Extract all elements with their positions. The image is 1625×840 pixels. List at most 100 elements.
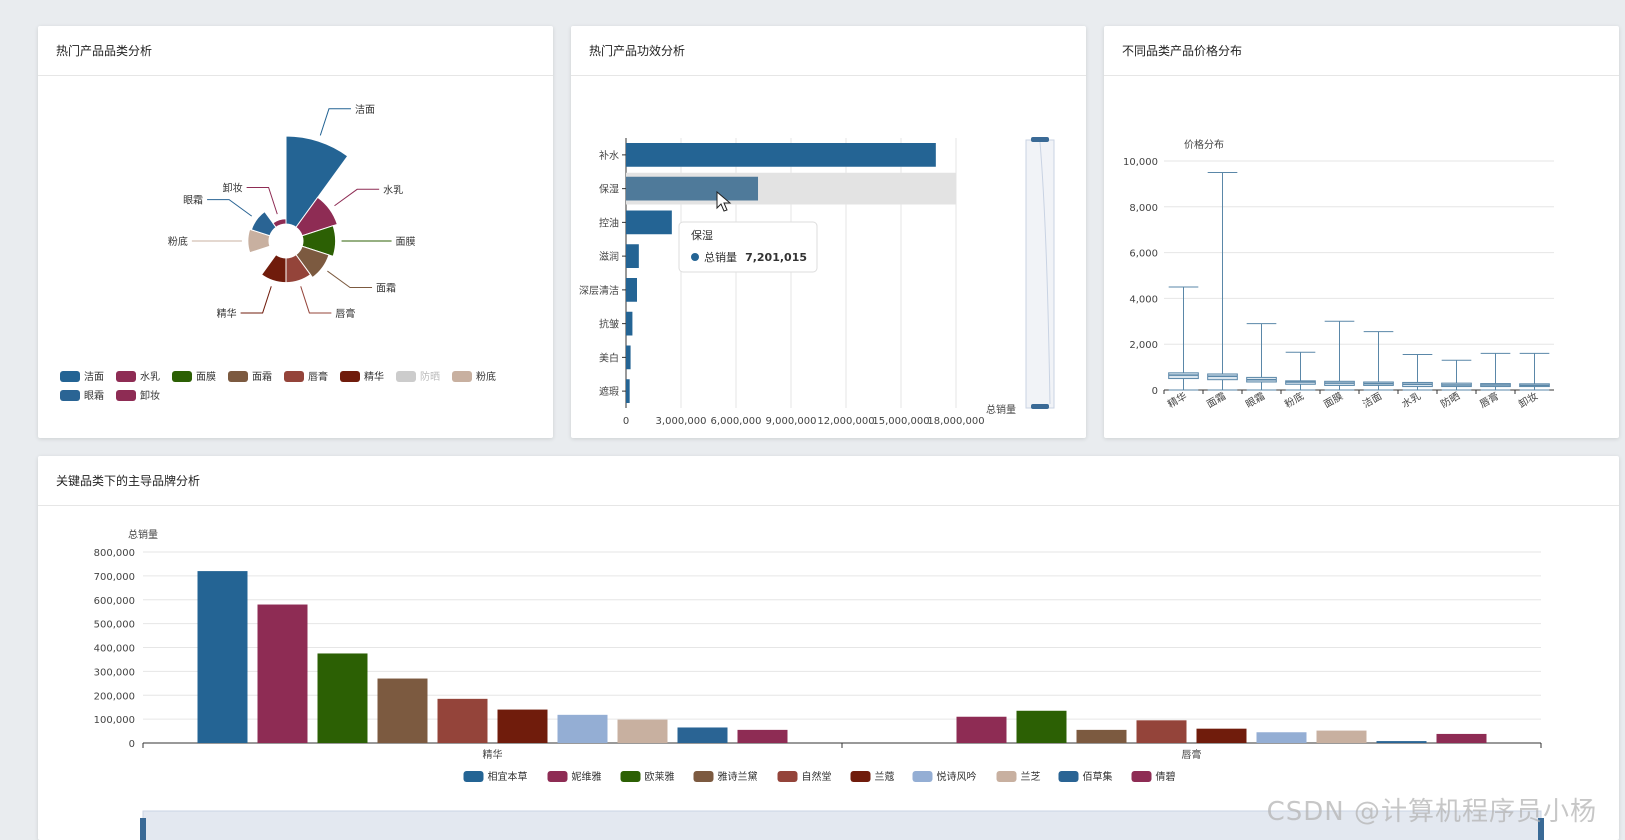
legend-swatch [228, 371, 248, 382]
bar [626, 244, 639, 268]
bar [737, 729, 788, 743]
legend-label: 防晒 [420, 370, 440, 383]
x-tick-label: 洁面 [1360, 389, 1384, 410]
y-tick-label: 100,000 [94, 715, 135, 726]
y-axis-name: 总销量 [128, 528, 158, 541]
legend-swatch [452, 371, 472, 382]
tooltip-title: 保湿 [691, 228, 713, 242]
legend-swatch [1131, 771, 1152, 782]
price-panel-title: 不同品类产品价格分布 [1104, 26, 1619, 76]
legend-label: 相宜本草 [488, 770, 528, 783]
x-tick-label: 粉底 [1282, 389, 1306, 410]
bar [1316, 730, 1367, 743]
legend-label: 雅诗兰黛 [718, 770, 758, 783]
y-tick-label: 600,000 [94, 596, 135, 607]
rose-slice [285, 135, 349, 228]
legend-swatch [620, 771, 641, 782]
cursor-icon [716, 190, 732, 212]
rose-label: 卸妆 [223, 181, 243, 194]
legend-label: 悦诗风吟 [937, 770, 977, 783]
bar [1196, 728, 1247, 743]
x-tick-label: 防晒 [1438, 389, 1462, 410]
y-tick-label: 美白 [599, 351, 619, 364]
legend-swatch [777, 771, 798, 782]
x-tick-label: 3,000,000 [656, 416, 707, 427]
x-tick-label: 12,000,000 [817, 416, 874, 427]
bar [626, 210, 672, 235]
bar [617, 719, 668, 743]
legend-swatch [116, 390, 136, 401]
y-tick-label: 400,000 [94, 644, 135, 655]
rose-label-line [240, 286, 272, 314]
x-tick-label: 精华 [483, 748, 503, 761]
bar [1016, 710, 1067, 743]
x-tick-label: 6,000,000 [711, 416, 762, 427]
legend-swatch [396, 371, 416, 382]
price-panel: 不同品类产品价格分布 0 2,000 4,000 6,000 8,000 10,000 价格… [1104, 26, 1619, 438]
bar [317, 653, 368, 743]
bar [626, 345, 631, 370]
x-tick-label: 眼霜 [1244, 390, 1267, 410]
x-tick-label: 唇膏 [1182, 748, 1202, 761]
x-tick-label: 18,000,000 [927, 416, 984, 427]
brand-panel: 关键品类下的主导品牌分析 0 100,000 200,000 300,000 400,0… [38, 456, 1619, 840]
rose-slice [295, 196, 338, 237]
legend-swatch [340, 371, 360, 382]
bar [1136, 720, 1187, 743]
tooltip-value: 7,201,015 [745, 251, 807, 264]
legend-swatch [116, 371, 136, 382]
legend-swatch [60, 390, 80, 401]
legend-swatch [693, 771, 714, 782]
rose-label-line [207, 199, 253, 217]
zoom-handle-top [1031, 137, 1049, 142]
rose-label: 洁面 [355, 103, 375, 116]
zoom-handle-right [1538, 818, 1544, 840]
rose-slice [295, 245, 330, 279]
legend-swatch [547, 771, 568, 782]
legend-swatch [284, 371, 304, 382]
bar [197, 571, 248, 743]
legend-label: 眼霜 [84, 390, 104, 402]
rose-label: 眼霜 [183, 195, 203, 207]
bar [1436, 733, 1487, 743]
legend-swatch [912, 771, 933, 782]
legend-label: 水乳 [140, 370, 160, 383]
bar [626, 379, 630, 403]
y-tick-label: 保湿 [599, 183, 619, 196]
category-panel: 热门产品品类分析 洁面 水乳 面膜 面霜 唇膏 精华 粉底 眼霜 卸妆 洁面 水乳 面膜 面霜 唇膏 精华防… [38, 26, 553, 438]
legend-label: 自然堂 [802, 770, 832, 783]
tooltip-box [678, 221, 818, 273]
efficacy-panel: 热门产品功效分析 0 3,000,000 6,000,000 9,000,000 12,… [571, 26, 1086, 438]
rose-label-line [246, 186, 278, 215]
legend-label: 佰草集 [1083, 770, 1113, 783]
x-tick-label: 精华 [1165, 389, 1189, 410]
y-tick-label: 0 [1152, 386, 1158, 397]
bar [626, 176, 759, 201]
legend-label: 兰芝 [1021, 770, 1041, 783]
legend-label: 妮维雅 [572, 770, 602, 783]
legend-label: 倩碧 [1156, 770, 1176, 783]
y-tick-label: 800,000 [94, 548, 135, 559]
y-tick-label: 0 [129, 739, 135, 750]
bar [1076, 729, 1127, 743]
x-tick-label: 水乳 [1399, 389, 1423, 410]
bar [437, 698, 488, 743]
legend-swatch [60, 371, 80, 382]
y-tick-label: 抗皱 [599, 318, 619, 331]
x-axis-name: 总销量 [986, 403, 1016, 416]
y-tick-label: 补水 [599, 149, 619, 162]
y-axis-name: 价格分布 [1184, 138, 1224, 151]
bar [626, 311, 633, 336]
bar [626, 278, 637, 302]
rose-label-line [327, 270, 373, 289]
legend-swatch [172, 371, 192, 382]
legend-label: 兰蔻 [875, 770, 895, 783]
zoom-handle-left [140, 818, 146, 840]
y-tick-label: 控油 [599, 216, 619, 229]
legend-swatch [996, 771, 1017, 782]
y-tick-label: 滋润 [599, 250, 619, 263]
y-tick-label: 10,000 [1123, 157, 1158, 168]
rose-label: 粉底 [168, 235, 188, 248]
legend-label: 精华 [364, 370, 384, 383]
